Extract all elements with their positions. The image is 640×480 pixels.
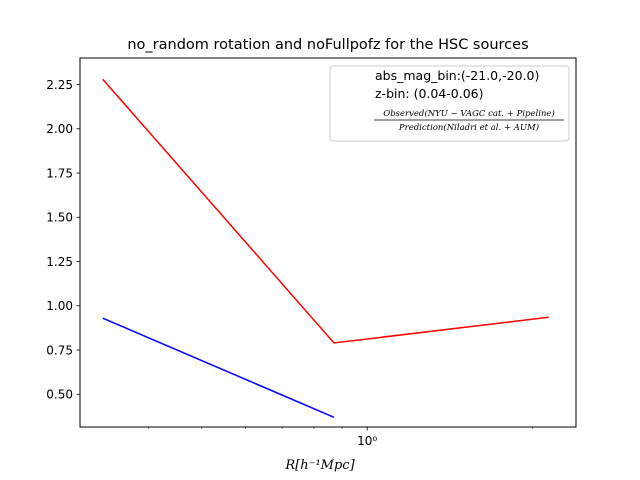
legend-entry-abs-mag-bin: abs_mag_bin:(-21.0,-20.0) xyxy=(375,68,539,83)
axes-layer: 0.50 0.75 1.00 1.25 1.50 1.75 2.00 2.25 10⁰ xyxy=(46,78,533,448)
series-layer xyxy=(102,78,549,418)
y-tick-label-6: 2.00 xyxy=(46,122,73,136)
plot-frame xyxy=(79,57,577,428)
y-tick-label-3: 1.25 xyxy=(46,255,73,269)
y-tick-label-1: 0.75 xyxy=(46,343,73,357)
y-tick-label-7: 2.25 xyxy=(46,78,73,92)
legend-fraction-denominator: Prediction(Niladri et al. + AUM) xyxy=(398,122,539,133)
chart-title: no_random rotation and noFullpofz for th… xyxy=(127,37,528,53)
y-tick-label-4: 1.50 xyxy=(46,211,73,225)
legend-frame xyxy=(329,65,570,142)
y-tick-label-0: 0.50 xyxy=(46,388,73,402)
x-tick-label-0: 10⁰ xyxy=(357,434,377,448)
legend-entry-z-bin: z-bin: (0.04-0.06) xyxy=(375,86,484,101)
legend-fraction-numerator: Observed(NYU − VAGC cat. + Pipeline) xyxy=(383,108,555,119)
x-axis-label: R[h⁻¹Mpc] xyxy=(284,458,355,473)
y-tick-label-5: 1.75 xyxy=(46,166,73,180)
series-line-1 xyxy=(102,317,335,418)
y-tick-label-2: 1.00 xyxy=(46,299,73,313)
series-line-0 xyxy=(102,78,549,344)
legend: abs_mag_bin:(-21.0,-20.0) z-bin: (0.04-0… xyxy=(329,65,570,142)
